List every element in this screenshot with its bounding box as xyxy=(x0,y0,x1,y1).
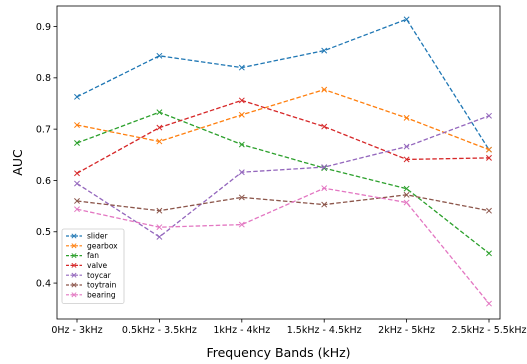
data-point-valve xyxy=(403,156,410,163)
data-point-bearing xyxy=(156,224,163,231)
data-point-gearbox xyxy=(74,122,80,128)
plot-area xyxy=(56,5,501,320)
legend-label: gearbox xyxy=(87,241,118,250)
data-point-fan xyxy=(156,109,163,116)
series-line-bearing xyxy=(76,187,490,305)
data-point-fan xyxy=(238,141,245,148)
legend-label: toycar xyxy=(87,271,112,280)
data-point-valve xyxy=(486,154,492,161)
x-tick-label: 1.5kHz - 4.5kHz xyxy=(287,325,362,336)
data-point-gearbox xyxy=(403,114,410,121)
data-point-fan xyxy=(403,185,410,192)
x-tick-label: 1kHz - 4kHz xyxy=(213,325,270,336)
data-point-gearbox xyxy=(486,146,492,153)
data-point-slider xyxy=(321,47,328,54)
x-tick-label: 2kHz - 5kHz xyxy=(378,325,435,336)
data-point-fan xyxy=(74,140,80,146)
y-tick-label: 0.7 xyxy=(36,125,51,136)
y-tick-label: 0.8 xyxy=(36,73,51,84)
legend-marker xyxy=(71,253,77,259)
x-tick-label: 0Hz - 3kHz xyxy=(51,325,102,336)
data-point-toytrain xyxy=(74,198,80,204)
data-point-toycar xyxy=(156,233,163,240)
y-tick-label: 0.9 xyxy=(36,22,51,33)
data-point-toytrain xyxy=(321,201,328,208)
legend-label: valve xyxy=(87,261,108,270)
series-line-gearbox xyxy=(76,88,490,151)
y-tick-label: 0.6 xyxy=(36,176,51,187)
x-tick-label: 0.5kHz - 3.5kHz xyxy=(122,325,197,336)
data-point-toycar xyxy=(238,169,245,176)
y-tick-label: 0.5 xyxy=(36,227,51,238)
series-line-fan xyxy=(76,111,490,254)
data-point-toytrain xyxy=(486,207,492,214)
data-point-toytrain xyxy=(156,207,163,214)
legend-marker xyxy=(71,292,77,298)
data-point-slider xyxy=(238,64,245,71)
data-point-bearing xyxy=(74,206,80,213)
series-layer xyxy=(74,16,492,307)
legend-marker xyxy=(71,262,77,268)
data-point-bearing xyxy=(238,221,245,228)
y-axis-label: AUC xyxy=(10,149,25,176)
x-tick-label: 2.5kHz - 5.5kHz xyxy=(452,325,527,336)
legend-label: slider xyxy=(87,232,108,241)
series-line-valve xyxy=(76,99,490,174)
x-axis: 0Hz - 3kHz 0.5kHz - 3.5kHz 1kHz - 4kHz 1.5k… xyxy=(51,319,526,336)
legend-marker xyxy=(71,243,77,249)
legend-label: toytrain xyxy=(87,281,117,290)
data-point-gearbox xyxy=(321,86,328,93)
data-point-bearing xyxy=(486,300,492,307)
series-line-toycar xyxy=(76,115,490,238)
legend-marker xyxy=(71,233,77,239)
series-line-toytrain xyxy=(76,194,490,212)
data-point-valve xyxy=(156,124,163,131)
data-point-valve xyxy=(321,123,328,130)
legend-marker xyxy=(71,282,77,288)
y-tick-label: 0.4 xyxy=(36,278,51,289)
legend-marker xyxy=(71,272,77,278)
series-line-slider xyxy=(76,18,490,151)
data-point-toycar xyxy=(321,164,328,171)
data-point-fan xyxy=(486,250,492,257)
legend-label: fan xyxy=(87,251,99,260)
data-point-valve xyxy=(238,97,245,104)
data-point-toycar xyxy=(486,112,492,119)
data-point-bearing xyxy=(403,199,410,206)
data-point-gearbox xyxy=(156,138,163,145)
data-point-slider xyxy=(74,93,80,100)
data-point-toytrain xyxy=(238,194,245,201)
legend-label: bearing xyxy=(87,290,116,299)
data-point-toytrain xyxy=(403,191,410,198)
data-point-slider xyxy=(156,52,163,59)
data-point-fan xyxy=(321,165,328,172)
data-point-bearing xyxy=(321,185,328,192)
data-point-toycar xyxy=(74,180,80,187)
data-point-toycar xyxy=(403,143,410,150)
y-axis: 0.4 0.5 0.6 0.7 0.8 0.9 xyxy=(36,22,57,289)
data-point-valve xyxy=(74,170,80,177)
data-point-gearbox xyxy=(238,111,245,118)
x-axis-label: Frequency Bands (kHz) xyxy=(206,345,350,360)
legend: slidergearboxfanvalvetoycartoytrainbeari… xyxy=(61,228,125,304)
data-point-slider xyxy=(403,16,410,23)
